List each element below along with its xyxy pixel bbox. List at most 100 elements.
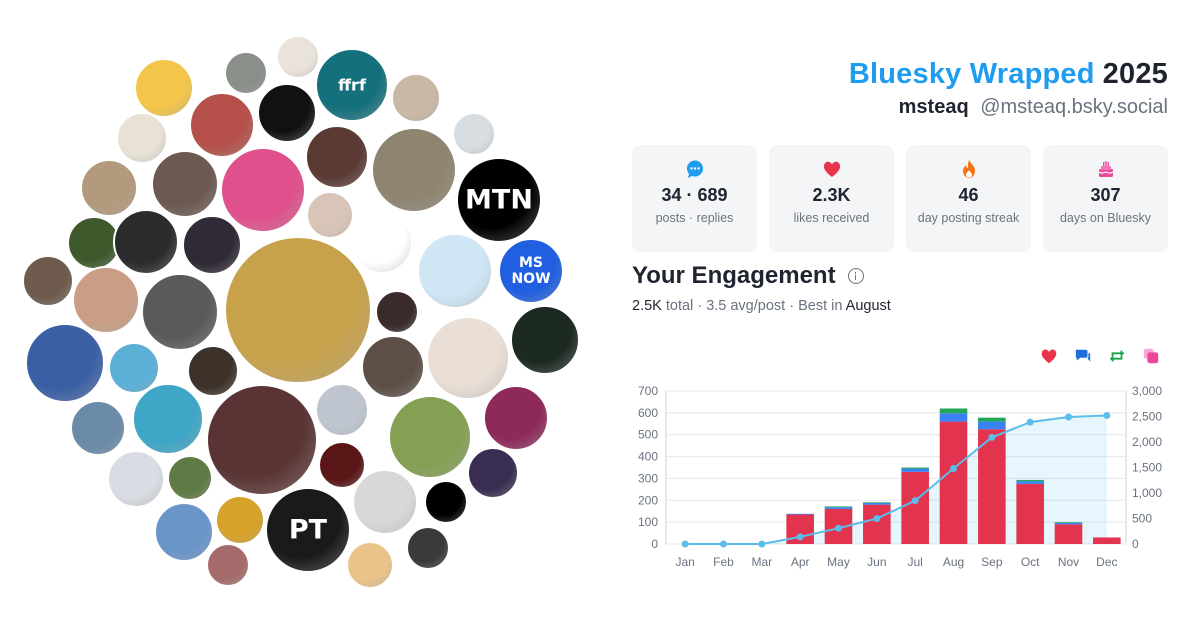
bar-replies [939,413,968,422]
x-tick-label: Apr [791,555,810,569]
cumulative-point [1026,418,1034,426]
avatar-bernie[interactable] [315,383,369,437]
stat-label: likes received [793,211,870,225]
avatar-takei[interactable] [388,395,472,479]
avatar-cat[interactable] [80,159,138,217]
avatar-superhero[interactable] [134,58,194,118]
avatar-oakland[interactable] [113,209,179,275]
avatar-older-woman[interactable] [391,73,441,123]
avatar-rainbow-flag[interactable] [220,147,306,233]
avatar-woman-blonde[interactable] [371,127,457,213]
avatar-cartoon-woman[interactable] [352,469,418,535]
avatar-man-red[interactable] [375,290,419,334]
cumulative-point [835,524,842,532]
avatar-woman-redhair[interactable] [305,125,369,189]
avatar-woman-yellow[interactable] [215,495,265,545]
avatar-man-beard-2[interactable] [206,543,250,587]
avatar-lincoln[interactable] [351,212,413,274]
x-tick-label: Feb [713,555,734,569]
avatar-dark-square[interactable] [257,83,317,143]
x-tick-label: Jul [907,555,922,569]
x-tick-label: May [827,555,850,569]
avatar-man-beard[interactable] [224,51,268,95]
avatar-shield[interactable] [116,112,168,164]
bar-reposts [901,467,929,469]
avatar-ffrf[interactable]: ffrf [315,48,389,122]
bar-replies [1054,522,1083,525]
avatar-woman-portrait[interactable] [72,266,140,334]
avatar-robot[interactable] [424,480,468,524]
avatar-face-paint[interactable] [107,450,165,508]
avatar-alien[interactable] [417,233,493,309]
y-tick-label: 700 [638,384,658,398]
avatar-woman-light[interactable] [306,191,354,239]
cumulative-point [911,497,919,505]
bar-reposts [1054,522,1083,523]
avatar-person-bw[interactable] [141,273,219,351]
avatar-woman-flag[interactable] [206,384,318,496]
avatar-skeleton[interactable] [510,305,580,375]
page-title: Bluesky Wrapped 2025 [849,58,1168,91]
stat-card-streak: 46 day posting streak [906,145,1031,252]
avatar-pt-text: PT [288,514,328,546]
user-handle[interactable]: @msteaq.bsky.social [980,96,1168,118]
avatar-professor[interactable] [67,216,121,270]
cumulative-point [1103,411,1111,419]
avatar-mtn[interactable]: MTN [456,157,542,243]
avatar-ms-now-text: MS NOW [511,255,551,287]
y-tick-label: 0 [651,537,658,551]
bar-likes [1093,537,1121,544]
stat-label: days on Bluesky [1059,211,1152,225]
avatar-woman-stage[interactable] [467,447,519,499]
avatar-man-shrug[interactable] [452,112,496,156]
speech-bubble-icon [632,159,757,179]
avatar-beard-glasses[interactable] [132,383,204,455]
avatar-cloud: ffrf MTN MS NOW PT [22,35,580,589]
cumulative-point [950,465,957,473]
x-tick-label: Jun [867,555,886,569]
avatar-ms-now[interactable]: MS NOW [498,238,564,304]
avatar-cat-mascot[interactable] [224,236,372,384]
y2-tick-label: 2,000 [1132,435,1162,449]
bar-replies [824,507,853,510]
avatar-hooded[interactable] [108,342,160,394]
avatar-man-smile[interactable] [361,335,425,399]
avatar-mtn-text: MTN [465,184,533,216]
reposts-icon[interactable] [1108,347,1126,365]
avatar-senator[interactable] [189,92,255,158]
avatar-older-man[interactable] [151,150,219,218]
avatar-couple[interactable] [25,323,105,403]
stat-value: 2.3K [812,185,851,205]
bar-replies [901,468,929,472]
avatar-dog[interactable] [187,345,239,397]
y-tick-label: 600 [638,406,658,420]
y-tick-label: 200 [638,493,658,507]
cumulative-point [796,533,804,541]
stats-row: 34 · 689 posts · replies 2.3K likes rece… [632,145,1168,252]
info-icon[interactable] [847,268,864,284]
engagement-title: Your Engagement [632,262,836,289]
y-tick-label: 100 [638,515,658,529]
avatar-cap-man[interactable] [154,502,214,562]
likes-heart-icon[interactable] [1040,347,1058,365]
y-tick-label: 300 [638,471,658,485]
engagement-avg: 3.5 avg/post [706,298,786,314]
x-tick-label: Dec [1096,555,1117,569]
stat-card-posts: 34 · 689 posts · replies [632,145,757,252]
avatar-glasses-man[interactable] [70,400,126,456]
y2-tick-label: 2,500 [1132,410,1162,424]
avatar-purple-hand[interactable] [483,385,549,451]
quotes-icon[interactable] [1142,347,1160,365]
avatar-woman-dark[interactable] [22,255,74,307]
avatar-woman-older-blonde[interactable] [426,316,510,400]
year-label: 2025 [1102,58,1168,90]
replies-icon[interactable] [1074,347,1092,365]
avatar-gold-figure[interactable] [406,526,450,570]
cumulative-point [681,540,689,548]
avatar-field[interactable] [167,455,213,501]
avatar-woman-smile[interactable] [182,215,242,275]
avatar-pizza[interactable] [346,541,394,589]
avatar-pt[interactable]: PT [265,487,351,573]
display-name[interactable]: msteaq [898,96,969,118]
avatar-pixel-hat[interactable] [276,35,320,79]
